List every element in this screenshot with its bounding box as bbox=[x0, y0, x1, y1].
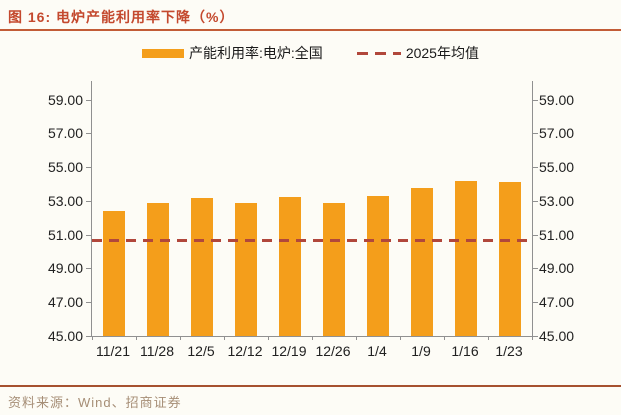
axis-tick-mark bbox=[533, 133, 538, 135]
title-underline bbox=[0, 29, 621, 31]
y-axis-tick-label: 47.00 bbox=[47, 294, 83, 311]
x-axis-tick-label: 1/16 bbox=[451, 343, 479, 359]
axis-tick-mark bbox=[86, 133, 91, 135]
y-axis-left: 45.00 47.00 49.00 51.00 53.00 55.00 57.00 59.00 bbox=[28, 81, 83, 343]
bar-12-19 bbox=[279, 196, 301, 336]
axis-tick-mark bbox=[533, 336, 538, 337]
y-axis-tick-label: 53.00 bbox=[539, 192, 575, 209]
y-axis-tick-label: 57.00 bbox=[539, 125, 575, 142]
legend-label-utilization: 产能利用率:电炉:全国 bbox=[189, 45, 323, 61]
x-axis-tick-label: 1/9 bbox=[411, 343, 431, 359]
bar-12-5 bbox=[191, 197, 213, 336]
bar-12-26 bbox=[323, 202, 345, 336]
axis-tick-mark bbox=[92, 336, 93, 340]
y-axis-tick-label: 49.00 bbox=[539, 260, 575, 277]
footer-rule bbox=[0, 385, 621, 387]
bar-12-12 bbox=[235, 203, 257, 336]
axis-tick-mark bbox=[180, 336, 181, 340]
x-axis-tick-label: 12/26 bbox=[315, 343, 351, 359]
bar-1-9 bbox=[411, 188, 433, 336]
axis-tick-mark bbox=[136, 336, 137, 340]
x-axis-tick-label: 12/12 bbox=[227, 343, 263, 359]
axis-tick-mark bbox=[86, 234, 91, 236]
figure-title: 图 16: 电炉产能利用率下降（%） bbox=[8, 9, 235, 25]
axis-tick-mark bbox=[224, 336, 225, 340]
y-axis-tick-label: 59.00 bbox=[539, 91, 575, 108]
legend-label-average: 2025年均值 bbox=[405, 45, 479, 61]
axis-tick-mark bbox=[533, 234, 538, 236]
y-axis-tick-label: 51.00 bbox=[47, 226, 83, 243]
y-axis-tick-label: 59.00 bbox=[47, 91, 83, 108]
bar-1-23 bbox=[499, 182, 521, 336]
axis-tick-mark bbox=[532, 336, 533, 340]
bar-11-21 bbox=[103, 211, 125, 336]
axis-tick-mark bbox=[533, 167, 538, 169]
axis-tick-mark bbox=[86, 336, 91, 337]
axis-tick-mark bbox=[86, 99, 91, 101]
axis-tick-mark bbox=[86, 302, 91, 304]
bar-11-28 bbox=[147, 202, 169, 336]
bar-1-4 bbox=[367, 195, 389, 336]
dashed-line-swatch-icon bbox=[356, 51, 401, 55]
axis-tick-mark bbox=[86, 268, 91, 270]
y-axis-right: 45.00 47.00 49.00 51.00 53.00 55.00 57.00 59.00 bbox=[539, 81, 594, 343]
y-axis-tick-label: 55.00 bbox=[539, 159, 575, 176]
chart-legend: 产能利用率:电炉:全国 2025年均值 bbox=[0, 42, 621, 64]
y-axis-tick-label: 47.00 bbox=[539, 294, 575, 311]
x-axis-tick-label: 11/28 bbox=[140, 343, 174, 359]
legend-item-average: 2025年均值 bbox=[356, 43, 479, 63]
y-axis-tick-label: 45.00 bbox=[47, 328, 83, 344]
y-axis-tick-label: 57.00 bbox=[47, 125, 83, 142]
plot-area bbox=[86, 81, 538, 340]
axis-tick-mark bbox=[533, 200, 538, 202]
source-note: 资料来源：Wind、招商证券 bbox=[8, 395, 182, 410]
axis-tick-mark bbox=[86, 167, 91, 169]
axis-tick-mark bbox=[533, 268, 538, 270]
axis-tick-mark bbox=[444, 336, 445, 340]
y-axis-tick-label: 45.00 bbox=[539, 328, 575, 344]
y-axis-tick-label: 55.00 bbox=[47, 159, 83, 176]
axis-tick-mark bbox=[533, 302, 538, 304]
bar-1-16 bbox=[455, 180, 477, 336]
x-axis-tick-label: 12/5 bbox=[187, 343, 215, 359]
axis-tick-mark bbox=[488, 336, 489, 340]
axis-tick-mark bbox=[533, 99, 538, 101]
axis-tick-mark bbox=[356, 336, 357, 340]
axis-tick-mark bbox=[400, 336, 401, 340]
axis-tick-mark bbox=[86, 200, 91, 202]
x-axis: 11/21 11/28 12/5 12/12 12/19 12/26 1/4 1/9 1/16 1… bbox=[91, 343, 531, 361]
y-axis-tick-label: 49.00 bbox=[47, 260, 83, 277]
y-axis-tick-label: 51.00 bbox=[539, 226, 575, 243]
x-axis-tick-label: 11/21 bbox=[96, 343, 130, 359]
average-dashed-line bbox=[92, 239, 532, 243]
bar-series-swatch-icon bbox=[142, 48, 185, 58]
legend-item-utilization: 产能利用率:电炉:全国 bbox=[142, 43, 323, 63]
x-axis-tick-label: 1/23 bbox=[495, 343, 523, 359]
axis-tick-mark bbox=[268, 336, 269, 340]
y-axis-tick-label: 53.00 bbox=[47, 192, 83, 209]
x-axis-tick-label: 12/19 bbox=[271, 343, 307, 359]
x-axis-tick-label: 1/4 bbox=[367, 343, 387, 359]
axis-tick-mark bbox=[312, 336, 313, 340]
